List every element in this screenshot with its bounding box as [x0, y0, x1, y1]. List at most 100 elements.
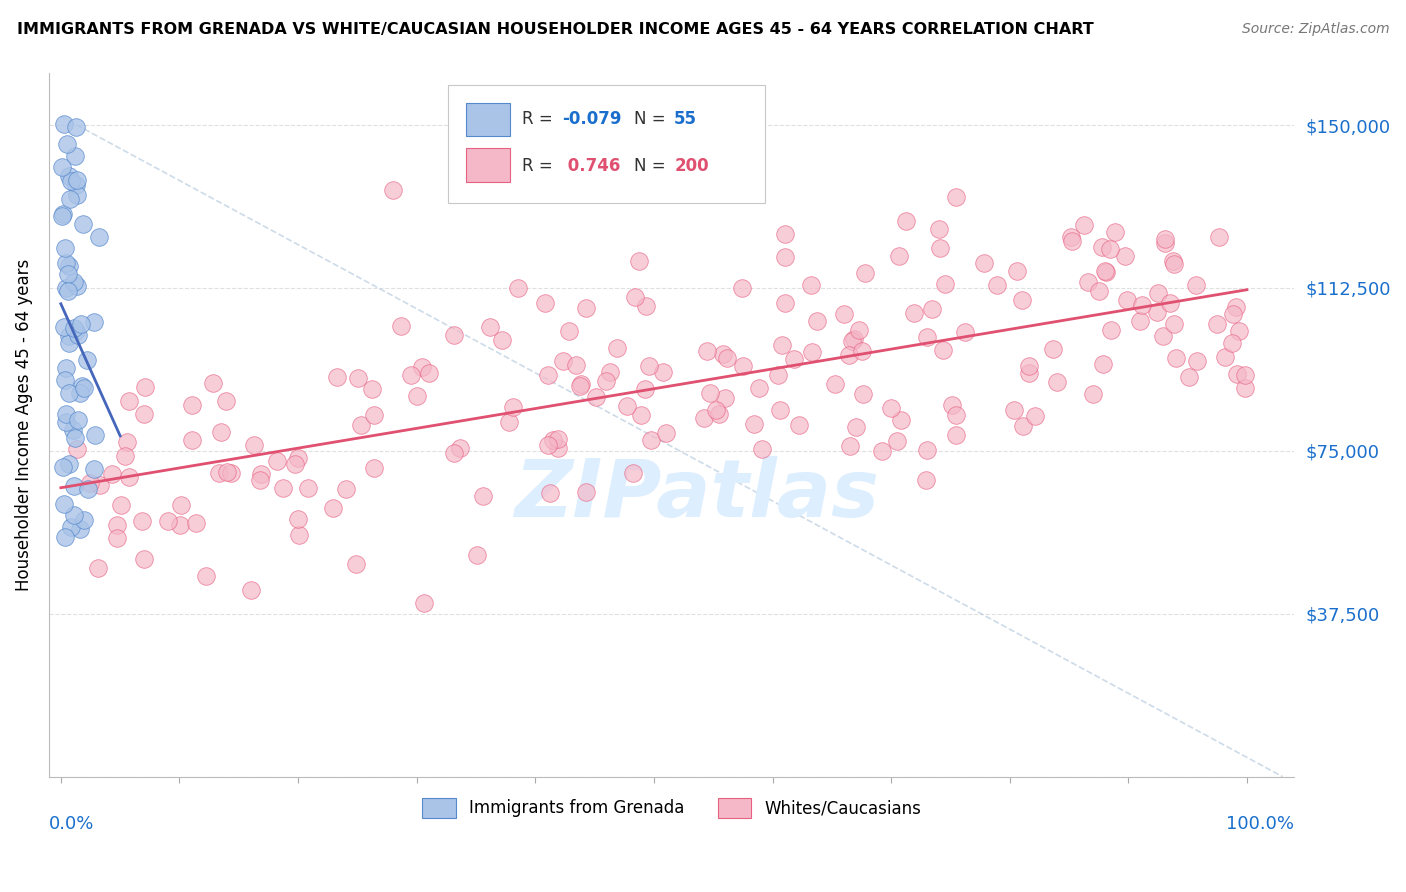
Point — [118, 393, 141, 408]
Point — [66, 279, 89, 293]
Point — [1129, 314, 1152, 328]
Point — [558, 324, 581, 338]
Point — [714, 391, 737, 405]
Point — [945, 408, 967, 422]
Point — [1146, 305, 1168, 319]
Point — [903, 306, 925, 320]
Point — [769, 403, 792, 417]
Point — [51, 209, 73, 223]
Point — [114, 450, 136, 464]
Point — [634, 382, 657, 396]
Point — [1073, 219, 1095, 233]
Point — [443, 446, 465, 460]
Point — [322, 501, 344, 516]
Point — [181, 433, 204, 447]
Point — [1178, 370, 1201, 384]
Point — [1104, 225, 1126, 239]
Point — [636, 299, 658, 313]
Point — [55, 408, 77, 422]
Point — [585, 390, 607, 404]
Point — [58, 285, 80, 299]
Point — [66, 173, 89, 187]
Point — [53, 241, 76, 255]
Point — [53, 497, 76, 511]
Point — [66, 188, 89, 202]
Point — [537, 368, 560, 382]
Point — [66, 413, 89, 427]
Point — [201, 376, 224, 390]
Point — [194, 569, 217, 583]
Point — [87, 230, 110, 244]
Point — [839, 439, 862, 453]
Point — [60, 174, 83, 188]
Point — [915, 443, 938, 458]
Point — [1005, 263, 1028, 277]
Point — [250, 467, 273, 481]
Point — [63, 276, 86, 290]
Point — [53, 530, 76, 544]
Point — [704, 403, 727, 417]
Point — [297, 481, 319, 495]
Point — [84, 428, 107, 442]
Point — [1091, 240, 1114, 254]
Point — [170, 499, 193, 513]
Point — [73, 381, 96, 395]
Point — [72, 218, 94, 232]
Text: 55: 55 — [673, 110, 697, 128]
Point — [1024, 409, 1046, 424]
Point — [83, 315, 105, 329]
Point — [508, 281, 530, 295]
Point — [389, 318, 412, 333]
Point — [105, 531, 128, 545]
Point — [58, 458, 80, 472]
Point — [1233, 368, 1256, 382]
Point — [406, 389, 429, 403]
Point — [1205, 318, 1227, 332]
Point — [1077, 275, 1099, 289]
Point — [1130, 298, 1153, 312]
Point — [623, 466, 645, 480]
FancyBboxPatch shape — [467, 148, 510, 182]
Point — [630, 408, 652, 422]
Point — [1012, 418, 1035, 433]
Point — [65, 178, 87, 192]
Point — [51, 161, 73, 175]
Point — [243, 438, 266, 452]
Point — [853, 265, 876, 279]
Point — [62, 508, 84, 523]
Point — [569, 377, 592, 392]
Point — [134, 407, 156, 421]
Point — [58, 385, 80, 400]
Point — [1088, 284, 1111, 298]
Point — [502, 401, 524, 415]
Point — [59, 520, 82, 534]
Point — [465, 548, 488, 562]
Point — [1094, 263, 1116, 277]
Point — [1153, 235, 1175, 250]
Point — [595, 374, 617, 388]
Point — [55, 360, 77, 375]
Text: R =: R = — [522, 110, 558, 128]
Point — [1018, 359, 1040, 374]
Point — [65, 120, 87, 134]
Point — [787, 417, 810, 432]
Point — [58, 336, 80, 351]
Point — [52, 459, 75, 474]
Point — [1154, 232, 1177, 246]
Point — [742, 417, 765, 431]
Point — [76, 353, 98, 368]
Text: Source: ZipAtlas.com: Source: ZipAtlas.com — [1241, 22, 1389, 37]
Point — [1116, 293, 1139, 307]
Point — [880, 401, 903, 415]
Point — [1163, 257, 1185, 271]
Point — [547, 432, 569, 446]
Point — [1220, 335, 1243, 350]
Point — [751, 442, 773, 456]
Point — [844, 333, 866, 347]
Point — [841, 334, 863, 349]
Point — [55, 415, 77, 429]
Point — [288, 528, 311, 542]
Point — [110, 498, 132, 512]
Point — [219, 467, 242, 481]
Text: N =: N = — [634, 110, 671, 128]
